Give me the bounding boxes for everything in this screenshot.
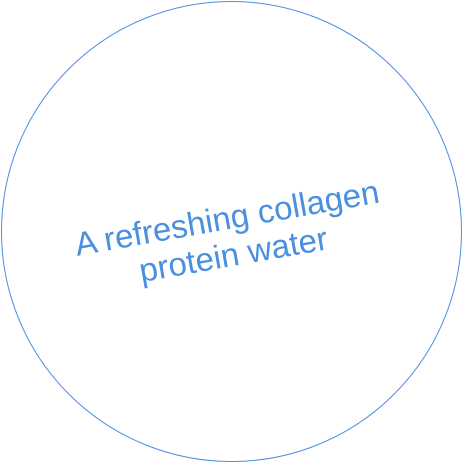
caption-text: A refreshing collagen protein water (72, 172, 388, 298)
